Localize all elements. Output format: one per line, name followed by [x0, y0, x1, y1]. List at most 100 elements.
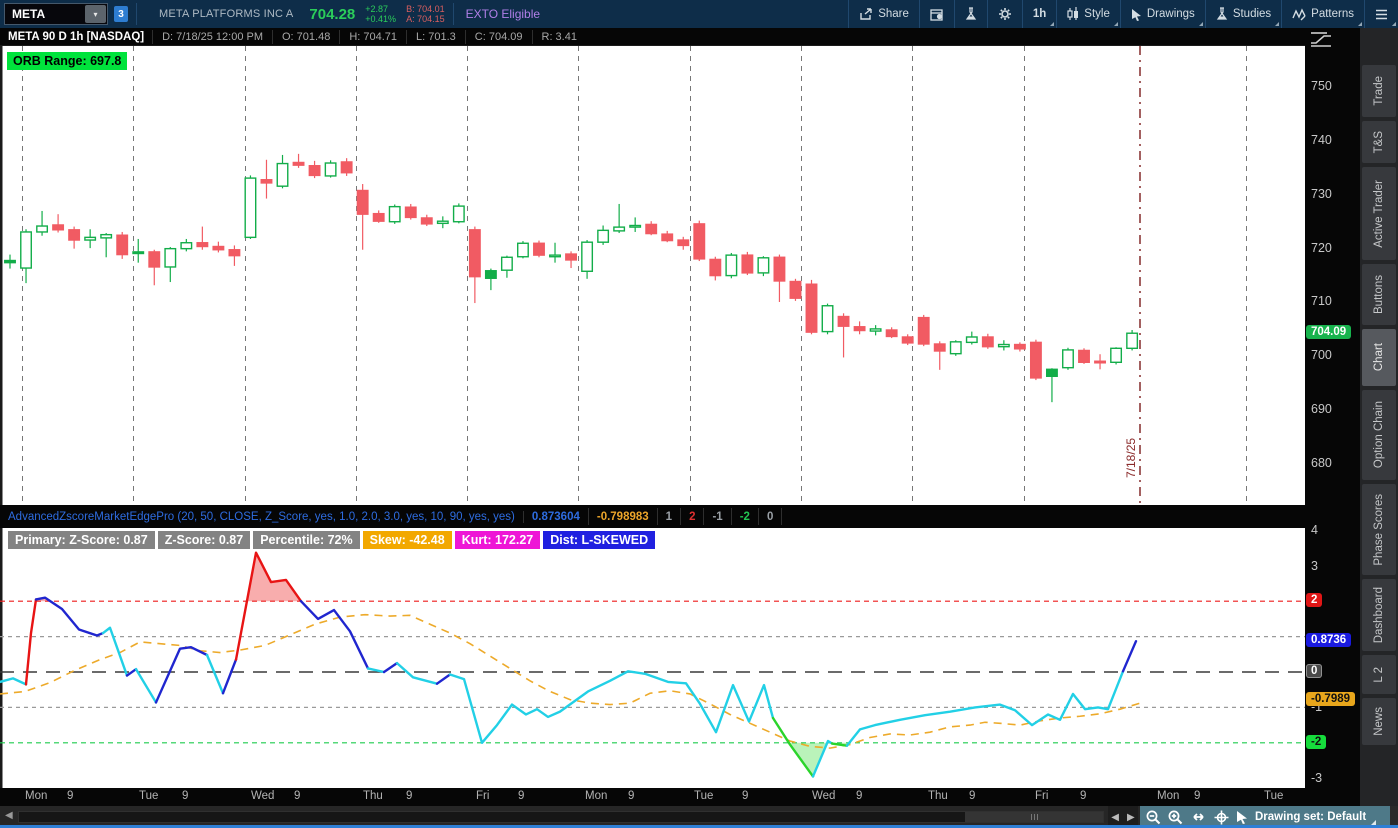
separator — [136, 3, 137, 25]
sidebar-tab-trade[interactable]: Trade — [1362, 65, 1396, 117]
window-edge-highlight — [0, 825, 1398, 828]
time-axis-label: 9 — [294, 790, 301, 802]
zscore-line-segment — [205, 653, 225, 695]
candle-body — [276, 162, 289, 187]
candle-body — [244, 177, 257, 239]
time-axis-label: Thu — [928, 790, 948, 802]
sidebar-tab-label: Buttons — [1373, 275, 1385, 314]
company-name: META PLATFORMS INC A — [159, 8, 294, 20]
symbol-dropdown-button[interactable]: ▾ — [85, 5, 106, 23]
zoom-out-icon[interactable] — [1146, 810, 1161, 825]
quick-study-button[interactable] — [953, 0, 987, 28]
sidebar-tab-chart[interactable]: Chart — [1362, 329, 1396, 386]
candle-body — [981, 336, 994, 348]
zscore-line-segment — [299, 599, 370, 670]
study-axis-tick: 3 — [1311, 558, 1318, 573]
zscore-line-segment — [125, 667, 138, 677]
zscore-line-segment — [811, 739, 834, 778]
sidebar-tab-label: Chart — [1373, 343, 1385, 372]
candle-body — [1062, 349, 1074, 369]
price-axis-tick: 720 — [1311, 240, 1332, 255]
zscore-study-chart — [0, 528, 1305, 788]
style-button[interactable]: Style — [1056, 0, 1120, 28]
price-chart-panel[interactable]: ORB Range: 697.8 7/18/25 — [0, 46, 1305, 505]
candle-body — [420, 217, 433, 225]
sidebar-tab-option-chain[interactable]: Option Chain — [1362, 390, 1396, 480]
candle-body — [853, 326, 866, 332]
candle-body — [1110, 347, 1123, 364]
symbol-input[interactable]: META ▾ — [4, 3, 108, 25]
settings-button[interactable] — [986, 0, 1022, 28]
study-axis-badge: 0.8736 — [1306, 633, 1352, 648]
drawing-set-selector[interactable]: Drawing set: Default — [1255, 811, 1377, 825]
ohlc-range: R: 3.41 — [531, 29, 586, 44]
price-axis[interactable]: 750 740 730 720 710 700 690 680 704.09 4 3 -1 -3 2 0.8… — [1305, 28, 1360, 806]
candle-body — [180, 242, 193, 250]
sidebar-tab-l-2[interactable]: L 2 — [1362, 655, 1396, 694]
zscore-line-segment — [830, 742, 849, 747]
time-axis-label: Wed — [251, 790, 275, 802]
candle-body — [533, 242, 545, 256]
study-axis-badge: -2 — [1306, 734, 1327, 749]
sidebar-tab-label: Phase Scores — [1373, 493, 1385, 566]
share-button[interactable]: Share — [848, 0, 919, 28]
zoom-in-icon[interactable] — [1168, 810, 1183, 825]
chart-title: META 90 D 1h [NASDAQ] — [8, 30, 145, 43]
sidebar-tab-label: Active Trader — [1373, 179, 1385, 248]
corner-block — [1390, 806, 1398, 828]
share-icon — [860, 7, 872, 20]
chart-menu-button[interactable] — [1364, 0, 1398, 28]
candle-body — [132, 251, 145, 255]
exto-eligible-label: EXTO Eligible — [465, 7, 541, 21]
drawings-button[interactable]: Drawings — [1119, 0, 1205, 28]
candle-body — [196, 242, 209, 248]
link-group-badge[interactable]: 3 — [114, 6, 128, 22]
sidebar-tab-buttons[interactable]: Buttons — [1362, 264, 1396, 325]
ohlc-low: L: 701.3 — [406, 29, 465, 44]
study-header-value: 0.873604 — [524, 508, 589, 525]
sidebar-tab-phase-scores[interactable]: Phase Scores — [1362, 484, 1396, 575]
candle-body — [308, 165, 321, 177]
ohlc-open: O: 701.48 — [272, 29, 339, 44]
crosshair-move-icon[interactable] — [1214, 810, 1229, 825]
price-axis-tick: 680 — [1311, 456, 1332, 471]
ohlc-date: D: 7/18/25 12:00 PM — [152, 29, 272, 44]
patterns-button[interactable]: Patterns — [1281, 0, 1364, 28]
time-axis-label: 9 — [1080, 790, 1087, 802]
study-panel[interactable]: Primary: Z-Score: 0.87 Z-Score: 0.87 Perce… — [0, 528, 1305, 788]
studies-button[interactable]: Studies — [1204, 0, 1281, 28]
study-status-badge: Kurt: 172.27 — [454, 531, 541, 549]
time-axis-label: 9 — [67, 790, 74, 802]
axis-scale-icon[interactable] — [1309, 31, 1335, 47]
candle-body — [212, 245, 225, 251]
sidebar-tab-label: Dashboard — [1373, 586, 1385, 644]
timeframe-button[interactable]: 1h — [1021, 0, 1056, 28]
scroll-left-arrow[interactable]: ◀ — [5, 810, 13, 821]
top-toolbar: META ▾ 3 META PLATFORMS INC A 704.28 +2.… — [0, 0, 1398, 28]
time-axis-label: Thu — [363, 790, 383, 802]
sidebar-tab-t-s[interactable]: T&S — [1362, 121, 1396, 163]
zscore-line-segment — [448, 670, 775, 745]
candle-body — [949, 341, 962, 355]
price-axis-tick: 750 — [1311, 79, 1332, 93]
study-title[interactable]: AdvancedZscoreMarketEdgePro (20, 50, CLO… — [0, 510, 524, 523]
candle-body — [292, 161, 305, 166]
time-axis-label: Mon — [1157, 790, 1180, 802]
pointer-icon[interactable] — [1236, 810, 1248, 824]
candlestick-chart: 7/18/25 — [0, 46, 1247, 505]
candle-body — [404, 206, 417, 219]
chart-scrollbar[interactable] — [18, 811, 1104, 823]
candle-body — [869, 328, 882, 332]
horizontal-pan-icon[interactable] — [1190, 811, 1207, 823]
scrollbar-handle[interactable] — [965, 812, 1103, 822]
scroll-page-arrows[interactable]: ◀ ▶ — [1108, 806, 1138, 828]
sidebar-tab-dashboard[interactable]: Dashboard — [1362, 579, 1396, 651]
sidebar-tab-news[interactable]: News — [1362, 698, 1396, 745]
zscore-line-segment — [221, 658, 238, 695]
time-axis-label: 9 — [1194, 790, 1201, 802]
zscore-line-segment — [435, 673, 452, 685]
sidebar-tab-active-trader[interactable]: Active Trader — [1362, 167, 1396, 260]
candle-body — [20, 231, 32, 269]
calendar-button[interactable] — [918, 0, 954, 28]
